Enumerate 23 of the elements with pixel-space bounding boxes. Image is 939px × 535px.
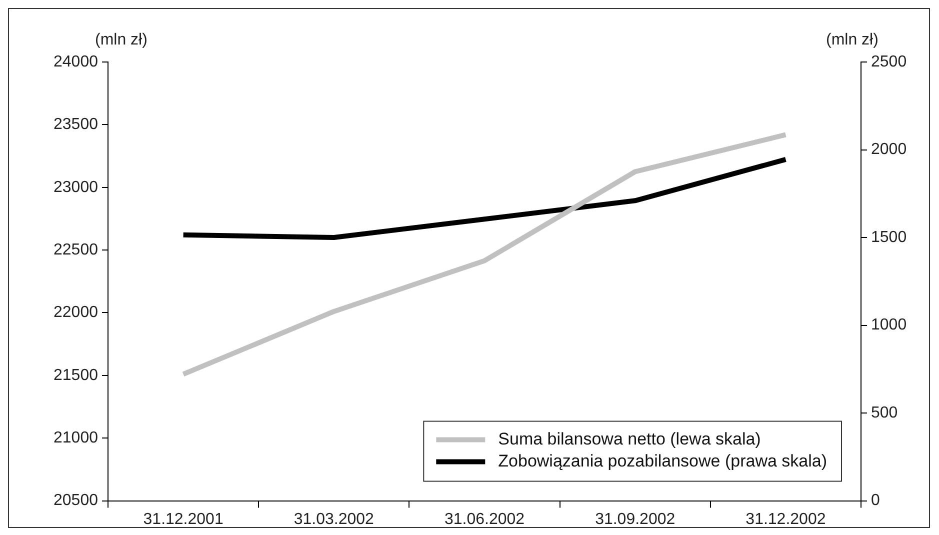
y2-tick-label: 2500 [871, 53, 907, 70]
y2-tick-label: 1500 [871, 228, 907, 246]
x-tick-label: 31.06.2002 [444, 510, 525, 528]
y-tick-label: 23500 [54, 116, 98, 134]
y-tick-label: 24000 [54, 53, 98, 70]
y-tick-label: 22000 [54, 304, 98, 322]
y-tick-label: 21500 [54, 366, 98, 384]
y-tick-label: 22500 [54, 241, 98, 258]
legend-label: Suma bilansowa netto (lewa skala) [498, 429, 761, 448]
y-tick-label: 21000 [54, 430, 98, 447]
x-tick-label: 31.12.2001 [143, 510, 224, 528]
x-tick-label: 31.09.2002 [595, 510, 676, 528]
y2-tick-label: 1000 [871, 316, 907, 334]
y2-tick-label: 0 [871, 492, 880, 510]
y-axis-title: (mln zł) [95, 31, 148, 48]
y2-axis-title: (mln zł) [826, 31, 878, 48]
x-tick-label: 31.03.2002 [294, 510, 374, 528]
y-tick-label: 23000 [54, 178, 98, 196]
legend-label: Zobowiązania pozabilansowe (prawa skala) [498, 451, 827, 470]
y-tick-label: 20500 [54, 492, 98, 510]
y2-tick-label: 500 [871, 404, 898, 422]
y2-tick-label: 2000 [871, 141, 907, 158]
x-tick-label: 31.12.2002 [746, 510, 826, 528]
